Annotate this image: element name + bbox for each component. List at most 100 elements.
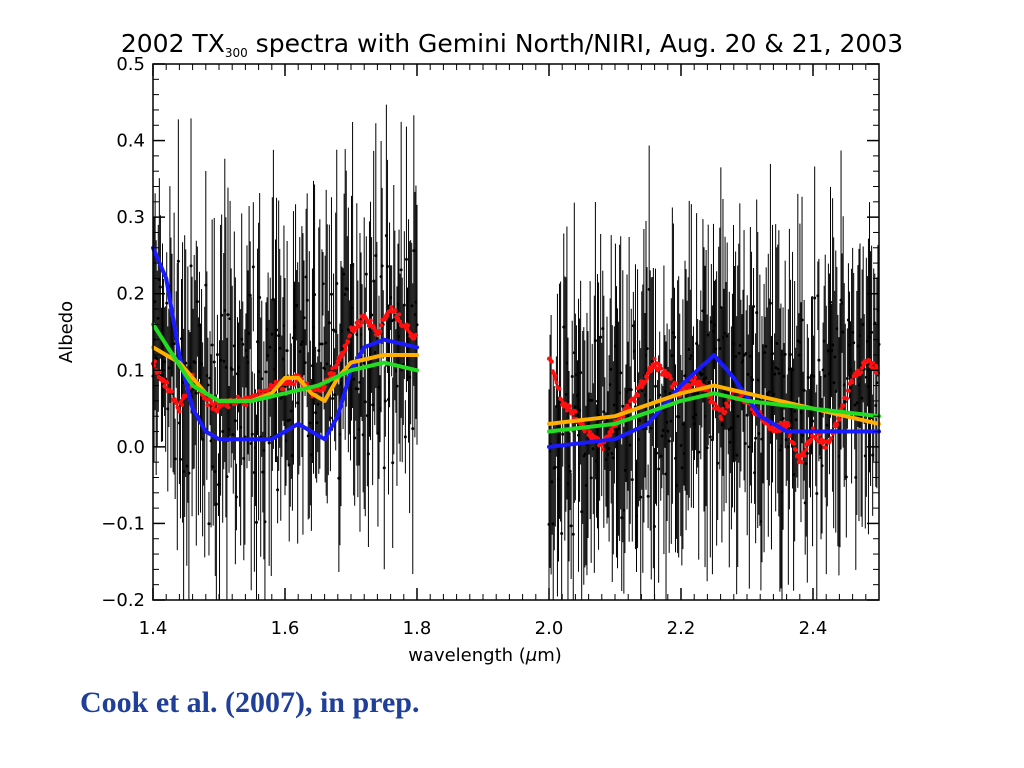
data-point bbox=[589, 476, 593, 480]
x-tick-label: 1.4 bbox=[139, 618, 168, 639]
model-point bbox=[378, 329, 383, 334]
citation-caption: Cook et al. (2007), in prep. bbox=[80, 686, 420, 719]
model-point bbox=[778, 420, 783, 425]
data-point bbox=[356, 387, 360, 391]
plot-frame bbox=[152, 63, 880, 601]
data-point bbox=[813, 296, 817, 300]
model-point bbox=[658, 363, 663, 368]
data-point bbox=[303, 361, 307, 365]
data-point bbox=[802, 388, 806, 392]
model-point bbox=[549, 359, 554, 364]
data-point bbox=[276, 488, 280, 492]
data-point bbox=[672, 335, 676, 339]
model-point bbox=[659, 366, 664, 371]
model-point bbox=[573, 409, 578, 414]
model-point bbox=[397, 312, 402, 317]
model-point bbox=[670, 385, 675, 390]
data-point bbox=[829, 300, 833, 304]
data-point bbox=[220, 313, 224, 317]
data-point bbox=[318, 342, 322, 346]
model-point bbox=[652, 356, 657, 361]
data-point bbox=[806, 376, 810, 380]
data-point bbox=[241, 342, 245, 346]
axes: 1.4 1.6 1.8 2.0 2.2 2.4 −0.2 −0.1 0.0 0.1 0.2 0.3 0.… bbox=[101, 54, 880, 639]
model-point bbox=[184, 393, 188, 398]
data-point bbox=[189, 264, 193, 268]
y-tick-label: 0.5 bbox=[116, 54, 145, 75]
model-point bbox=[346, 339, 351, 344]
data-point bbox=[750, 378, 754, 382]
model-point bbox=[292, 382, 297, 387]
x-tick-label: 2.2 bbox=[667, 618, 696, 639]
data-point bbox=[870, 330, 874, 334]
data-point bbox=[788, 352, 792, 356]
model-point bbox=[859, 370, 864, 375]
data-point bbox=[313, 293, 317, 297]
data-point bbox=[305, 298, 309, 302]
data-point bbox=[658, 393, 662, 397]
data-point bbox=[815, 491, 819, 495]
y-tick-label: 0.3 bbox=[116, 207, 145, 228]
model-point bbox=[643, 379, 648, 384]
data-point bbox=[176, 259, 180, 263]
model-point bbox=[610, 429, 615, 434]
y-axis-label: Albedo bbox=[56, 301, 77, 363]
data-point bbox=[275, 328, 279, 332]
x-tick-label: 2.0 bbox=[535, 618, 564, 639]
model-point bbox=[841, 403, 846, 408]
data-point bbox=[653, 384, 657, 388]
data-point bbox=[391, 461, 395, 465]
model-point bbox=[257, 388, 262, 393]
data-point bbox=[364, 272, 368, 276]
data-point bbox=[657, 467, 661, 471]
model-point bbox=[180, 402, 185, 407]
model-point bbox=[385, 313, 390, 318]
model-point bbox=[799, 460, 804, 465]
model-point bbox=[235, 394, 240, 399]
model-point bbox=[322, 384, 327, 389]
data-point bbox=[599, 335, 603, 339]
data-point bbox=[745, 413, 749, 417]
model-point bbox=[405, 327, 410, 332]
data-point bbox=[187, 471, 191, 475]
model-point bbox=[211, 403, 216, 408]
model-point bbox=[632, 399, 637, 404]
data-point bbox=[716, 461, 720, 465]
model-point bbox=[649, 366, 654, 371]
model-point bbox=[379, 323, 384, 328]
data-point bbox=[327, 321, 331, 325]
model-point bbox=[608, 433, 613, 438]
model-point bbox=[344, 342, 349, 347]
model-point bbox=[726, 404, 731, 409]
data-point bbox=[852, 341, 856, 345]
model-point bbox=[559, 397, 564, 402]
data-point bbox=[251, 265, 255, 269]
data-point bbox=[411, 427, 415, 431]
data-point bbox=[415, 323, 419, 327]
data-point bbox=[321, 282, 325, 286]
model-point bbox=[719, 417, 724, 422]
data-point bbox=[817, 358, 821, 362]
data-point bbox=[226, 313, 230, 317]
data-point bbox=[212, 360, 216, 364]
data-point bbox=[619, 371, 623, 375]
model-point bbox=[861, 363, 866, 368]
y-tick-label: 0.2 bbox=[116, 284, 145, 305]
data-point bbox=[230, 368, 234, 372]
model-point bbox=[557, 386, 562, 391]
data-point bbox=[743, 442, 747, 446]
model-point bbox=[281, 386, 286, 391]
data-point bbox=[328, 416, 332, 420]
data-point bbox=[214, 502, 218, 506]
data-point bbox=[260, 377, 264, 381]
data-point bbox=[248, 293, 252, 297]
y-tick-label: −0.2 bbox=[101, 590, 145, 611]
model-point bbox=[844, 396, 849, 401]
data-point bbox=[570, 374, 574, 378]
model-point bbox=[580, 422, 585, 427]
model-point bbox=[343, 347, 348, 352]
data-point bbox=[210, 343, 214, 347]
model-point bbox=[600, 447, 605, 452]
data-point bbox=[335, 281, 339, 285]
data-point bbox=[805, 451, 809, 455]
